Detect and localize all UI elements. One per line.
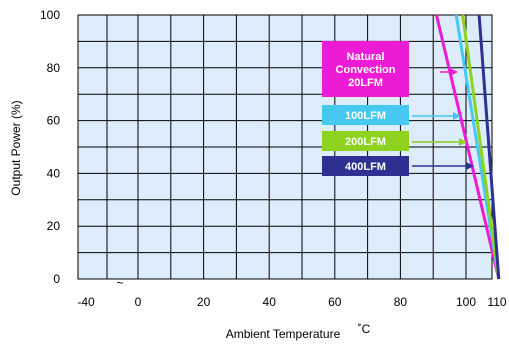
series-line-3 <box>477 14 501 280</box>
y-tick-label: 100 <box>40 8 60 22</box>
x-axis-unit: ˚C <box>358 322 371 336</box>
y-tick-labels: 0 20 40 60 80 100 <box>40 8 60 286</box>
x-tick-label: -40 <box>77 295 95 309</box>
legend-label-line: 200LFM <box>345 136 386 148</box>
x-tick-label: 100 <box>456 295 476 309</box>
plot-frame <box>77 14 493 280</box>
legend-arrow-head-0 <box>450 68 458 76</box>
legend-box-2 <box>322 131 409 151</box>
x-tick-label: 40 <box>263 295 277 309</box>
x-axis-label: Ambient Temperature <box>226 327 341 341</box>
legend-label-line: Convection <box>336 64 396 76</box>
legend-box-1 <box>322 105 409 125</box>
y-tick-label: 60 <box>47 114 61 128</box>
x-tick-labels: -40 0 20 40 60 80 100 110 <box>77 295 507 309</box>
legend-arrow-head-2 <box>459 138 467 146</box>
y-tick-label: 0 <box>53 272 60 286</box>
y-tick-label: 80 <box>47 61 61 75</box>
grid-horizontal-lines <box>78 40 492 254</box>
legend-label-line: Natural <box>347 51 385 63</box>
legend-label-line: 100LFM <box>345 110 386 122</box>
legend-box-3 <box>322 156 409 176</box>
legend-box-0 <box>322 41 409 97</box>
y-tick-label: 40 <box>47 166 61 180</box>
legend-arrow-head-1 <box>453 112 461 120</box>
legend-label-line: 20LFM <box>348 77 383 89</box>
x-axis-break-marker: ~ <box>116 276 123 290</box>
series-line-0 <box>435 14 501 280</box>
y-axis-label: Output Power (%) <box>9 100 23 195</box>
x-tick-label: 110 <box>487 295 506 309</box>
series-line-2 <box>461 14 501 280</box>
x-tick-label: 80 <box>394 295 408 309</box>
legend-label-line: 400LFM <box>345 161 386 173</box>
x-tick-label: 60 <box>328 295 342 309</box>
legend-arrow-head-3 <box>466 162 474 170</box>
x-tick-label: 20 <box>197 295 211 309</box>
y-tick-label: 20 <box>47 219 61 233</box>
series-lines <box>435 14 501 280</box>
x-tick-label: 0 <box>135 295 142 309</box>
